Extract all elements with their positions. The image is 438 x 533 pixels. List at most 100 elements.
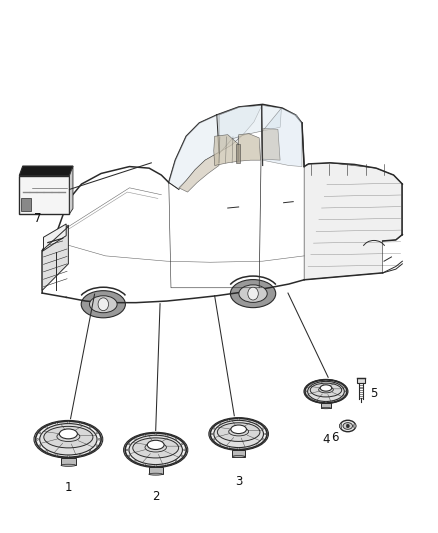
Circle shape: [333, 401, 334, 402]
Circle shape: [126, 449, 128, 451]
Polygon shape: [214, 135, 239, 165]
Circle shape: [37, 438, 39, 440]
Circle shape: [39, 432, 41, 434]
Polygon shape: [19, 166, 73, 175]
Polygon shape: [42, 225, 68, 290]
Circle shape: [339, 399, 340, 400]
Circle shape: [46, 450, 47, 452]
Circle shape: [175, 460, 177, 462]
Circle shape: [339, 383, 340, 384]
Circle shape: [238, 448, 239, 449]
Ellipse shape: [129, 435, 183, 465]
Circle shape: [248, 419, 250, 421]
Polygon shape: [304, 163, 403, 280]
Circle shape: [257, 423, 258, 424]
Circle shape: [213, 439, 215, 440]
Polygon shape: [219, 106, 282, 154]
Circle shape: [228, 419, 229, 421]
Polygon shape: [179, 152, 219, 192]
Polygon shape: [236, 144, 240, 163]
Circle shape: [344, 395, 345, 396]
Ellipse shape: [232, 456, 245, 457]
Circle shape: [248, 447, 250, 448]
Circle shape: [344, 386, 345, 388]
Circle shape: [155, 433, 156, 435]
Ellipse shape: [310, 383, 342, 397]
Circle shape: [134, 460, 136, 462]
Text: 2: 2: [152, 490, 159, 503]
Circle shape: [67, 455, 69, 457]
Circle shape: [181, 443, 183, 445]
Circle shape: [318, 401, 319, 402]
Ellipse shape: [321, 407, 331, 409]
Ellipse shape: [230, 280, 276, 308]
Circle shape: [96, 445, 98, 447]
Circle shape: [128, 455, 130, 457]
FancyBboxPatch shape: [61, 458, 76, 465]
Circle shape: [134, 438, 136, 440]
Ellipse shape: [343, 423, 353, 430]
Ellipse shape: [147, 440, 164, 449]
Circle shape: [181, 455, 183, 457]
Polygon shape: [239, 134, 261, 161]
Circle shape: [98, 298, 109, 311]
Circle shape: [99, 438, 100, 440]
Circle shape: [56, 423, 57, 425]
Ellipse shape: [40, 424, 97, 455]
Circle shape: [184, 449, 185, 451]
Circle shape: [238, 418, 239, 420]
Ellipse shape: [81, 290, 125, 318]
Text: 7: 7: [34, 212, 42, 225]
Ellipse shape: [354, 424, 356, 429]
Circle shape: [96, 432, 98, 434]
Text: 1: 1: [65, 481, 72, 494]
Circle shape: [248, 287, 258, 300]
Circle shape: [89, 450, 91, 452]
Polygon shape: [263, 108, 302, 166]
Circle shape: [311, 383, 313, 384]
Ellipse shape: [44, 426, 93, 448]
Circle shape: [67, 422, 69, 423]
Ellipse shape: [34, 421, 103, 458]
Circle shape: [175, 438, 177, 440]
Polygon shape: [169, 106, 262, 189]
Text: 4: 4: [322, 433, 330, 446]
Circle shape: [265, 433, 266, 435]
Circle shape: [228, 447, 229, 448]
Ellipse shape: [214, 421, 264, 448]
Text: 3: 3: [235, 475, 242, 488]
Polygon shape: [70, 166, 73, 214]
Circle shape: [155, 465, 156, 466]
Circle shape: [257, 443, 258, 445]
Text: 6: 6: [331, 431, 339, 444]
Circle shape: [333, 381, 334, 382]
Circle shape: [211, 433, 213, 435]
Ellipse shape: [217, 423, 260, 441]
Circle shape: [263, 427, 264, 429]
FancyBboxPatch shape: [232, 450, 245, 456]
Circle shape: [325, 380, 326, 381]
Ellipse shape: [231, 425, 247, 433]
Circle shape: [166, 464, 167, 465]
Ellipse shape: [133, 438, 179, 458]
Ellipse shape: [320, 385, 332, 391]
Circle shape: [307, 386, 308, 388]
Circle shape: [325, 401, 326, 403]
Circle shape: [318, 381, 319, 382]
Ellipse shape: [124, 432, 188, 467]
Ellipse shape: [340, 420, 356, 432]
Circle shape: [311, 399, 313, 400]
Circle shape: [219, 423, 220, 424]
Circle shape: [79, 454, 81, 456]
Circle shape: [79, 423, 81, 425]
Ellipse shape: [304, 379, 348, 403]
FancyBboxPatch shape: [357, 378, 365, 383]
FancyBboxPatch shape: [21, 198, 31, 211]
Ellipse shape: [61, 464, 76, 466]
Polygon shape: [43, 224, 66, 251]
Circle shape: [144, 434, 145, 437]
FancyBboxPatch shape: [19, 175, 70, 214]
Circle shape: [307, 395, 308, 396]
Ellipse shape: [60, 429, 78, 439]
Circle shape: [89, 426, 91, 429]
